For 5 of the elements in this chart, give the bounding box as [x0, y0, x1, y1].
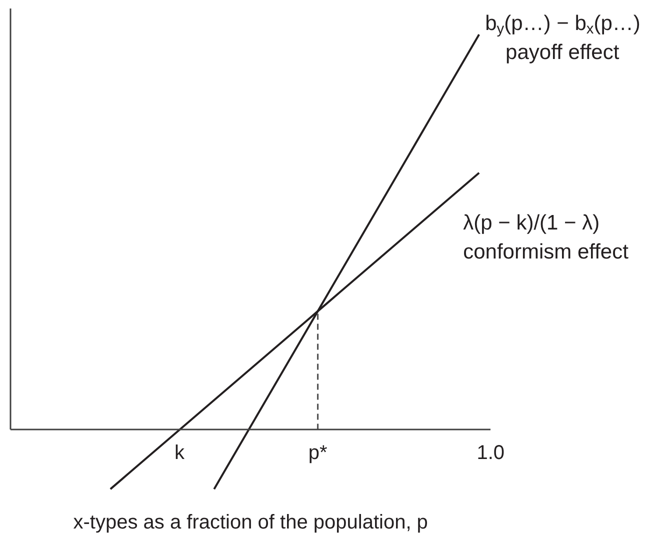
x-tick-label: 1.0 [476, 442, 505, 464]
x-axis-title: x-types as a fraction of the population, p [73, 512, 428, 534]
series-label: λ(p − k)/(1 − λ) conformism effect [463, 211, 629, 264]
x-tick-label: p* [308, 442, 328, 464]
x-tick-label: k [174, 442, 186, 464]
